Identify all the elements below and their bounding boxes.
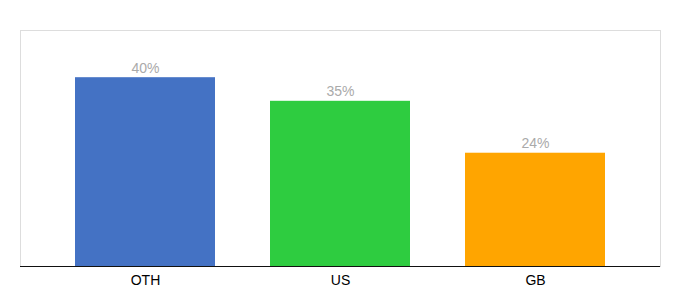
svg-text:35%: 35% [326,83,354,99]
svg-text:OTH: OTH [131,272,161,288]
svg-text:US: US [331,272,350,288]
svg-text:GB: GB [525,272,545,288]
svg-text:40%: 40% [131,60,159,76]
svg-text:24%: 24% [521,135,549,151]
